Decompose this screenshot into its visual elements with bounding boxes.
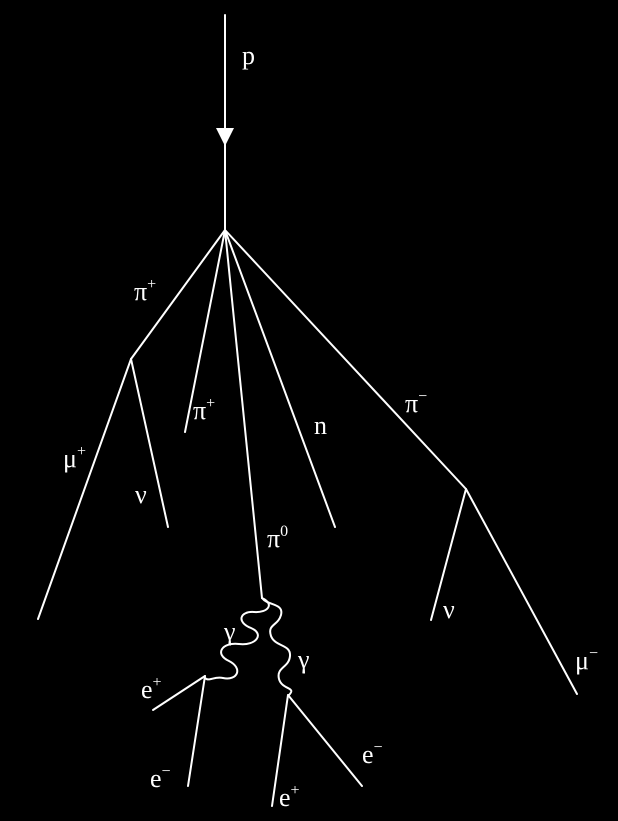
label-neutrino-left: ν xyxy=(135,480,147,509)
label-electron-right: e− xyxy=(362,739,383,769)
positron-right-track xyxy=(271,694,289,807)
label-electron-left: e− xyxy=(150,763,171,793)
label-muon-minus: μ− xyxy=(575,645,598,675)
label-neutron: n xyxy=(314,411,327,440)
muon-minus-track xyxy=(465,488,578,695)
muon-plus-track xyxy=(37,358,132,620)
label-pi-zero: π0 xyxy=(267,523,288,553)
electron-left-track xyxy=(187,675,206,787)
pi-plus-center-track xyxy=(184,229,226,433)
neutron-track xyxy=(224,229,336,528)
photon-right-wave xyxy=(261,597,293,696)
label-proton: p xyxy=(242,41,255,70)
pi-minus-track xyxy=(224,229,467,490)
label-muon-plus: μ+ xyxy=(63,443,86,473)
label-gamma-left: γ xyxy=(223,617,236,646)
label-pi-plus-center: π+ xyxy=(193,395,215,425)
label-gamma-right: γ xyxy=(297,645,310,674)
neutrino-left-track xyxy=(130,358,169,528)
label-pi-minus: π− xyxy=(405,388,427,418)
photon-left-wave xyxy=(204,597,270,681)
positron-left-track xyxy=(152,675,206,711)
electron-right-track xyxy=(287,694,363,787)
label-positron-left: e+ xyxy=(141,674,162,704)
label-positron-right: e+ xyxy=(279,782,300,812)
pi-plus-left-track xyxy=(130,229,226,360)
proton-arrowhead xyxy=(216,128,234,146)
neutrino-right-track xyxy=(430,488,467,621)
label-neutrino-right: ν xyxy=(443,595,455,624)
pi-zero-track xyxy=(224,229,263,599)
label-pi-plus-left: π+ xyxy=(134,276,156,306)
